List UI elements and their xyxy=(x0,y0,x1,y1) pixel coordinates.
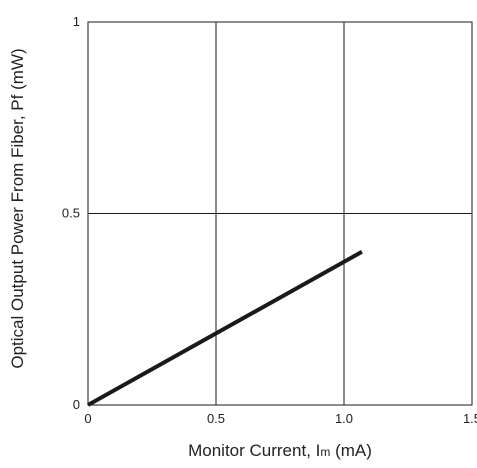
x-axis-title-prefix: Monitor Current, I xyxy=(188,441,320,460)
series-line xyxy=(87,250,363,407)
y-tick-labels: 00.51 xyxy=(62,14,80,412)
y-axis-title: Optical Output Power From Fiber, Pf (mW) xyxy=(8,48,27,368)
x-axis-title-suffix: (mA) xyxy=(330,441,372,460)
grid-lines xyxy=(88,22,472,405)
y-tick-label: 0.5 xyxy=(62,206,80,221)
y-tick-label: 0 xyxy=(73,397,80,412)
y-tick-label: 1 xyxy=(73,14,80,29)
x-tick-label: 0.5 xyxy=(207,411,225,426)
x-tick-label: 1.0 xyxy=(335,411,353,426)
x-tick-label: 0 xyxy=(84,411,91,426)
x-tick-label: 1.5 xyxy=(463,411,477,426)
plot-frame xyxy=(87,21,473,406)
x-tick-labels: 0 0.5 1.0 1.5 xyxy=(84,411,477,426)
x-axis-title-subscript: m xyxy=(320,445,330,459)
x-axis-title: Monitor Current, Im (mA) xyxy=(188,441,372,460)
series-layer xyxy=(87,250,363,407)
